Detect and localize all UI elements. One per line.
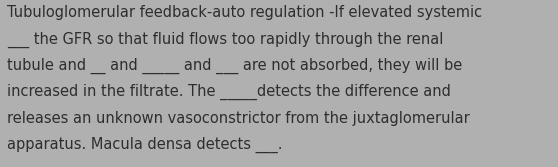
Text: Tubuloglomerular feedback-auto regulation -If elevated systemic: Tubuloglomerular feedback-auto regulatio… [7,5,482,20]
Text: releases an unknown vasoconstrictor from the juxtaglomerular: releases an unknown vasoconstrictor from… [7,111,469,126]
Text: apparatus. Macula densa detects ___.: apparatus. Macula densa detects ___. [7,137,282,153]
Text: tubule and __ and _____ and ___ are not absorbed, they will be: tubule and __ and _____ and ___ are not … [7,58,462,74]
Text: increased in the filtrate. The _____detects the difference and: increased in the filtrate. The _____dete… [7,84,450,100]
Text: ___ the GFR so that fluid flows too rapidly through the renal: ___ the GFR so that fluid flows too rapi… [7,31,443,48]
